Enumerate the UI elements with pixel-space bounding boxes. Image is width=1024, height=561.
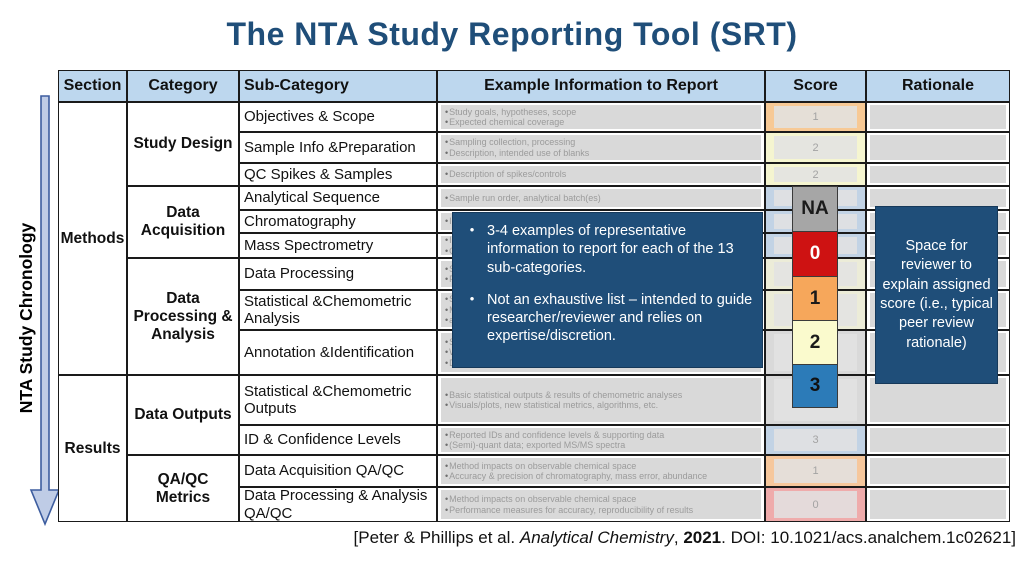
rationale-cell — [866, 425, 1010, 455]
score-legend: NA 0 1 2 3 — [792, 186, 838, 408]
citation: [Peter & Phillips et al. Analytical Chem… — [354, 528, 1016, 548]
header-rationale: Rationale — [866, 70, 1010, 102]
example-cell: •Basic statistical outputs & results of … — [437, 375, 765, 425]
rationale-note-text: Space for reviewer to explain assigned s… — [880, 237, 993, 351]
rationale-cell — [866, 455, 1010, 487]
rationale-inset — [870, 428, 1006, 452]
header-category: Category — [127, 70, 239, 102]
example-inset: •Method impacts on observable chemical s… — [441, 458, 761, 484]
subcategory-cell: Sample Info &Preparation — [239, 132, 437, 163]
note-bullet-text: Not an exhaustive list – intended to gui… — [487, 291, 753, 345]
score-value: 0 — [774, 491, 857, 518]
example-inset: •Description of spikes/controls — [441, 166, 761, 183]
example-inset: •Method impacts on observable chemical s… — [441, 490, 761, 519]
subcategory-cell: Statistical &Chemometric Analysis — [239, 290, 437, 330]
example-inset: •Sampling collection, processing •Descrip… — [441, 135, 761, 160]
legend-score-na: NA — [792, 186, 838, 232]
citation-mid: , — [673, 528, 684, 547]
subcategory-cell: Data Processing & Analysis QA/QC — [239, 487, 437, 522]
header-score: Score — [765, 70, 866, 102]
score-cell: 0 — [765, 487, 866, 522]
page-title: The NTA Study Reporting Tool (SRT) — [226, 16, 798, 52]
score-cell: 2 — [765, 132, 866, 163]
note-bullet: • 3-4 examples of representative informat… — [457, 222, 754, 277]
example-cell: •Method impacts on observable chemical s… — [437, 455, 765, 487]
legend-score-3: 3 — [792, 364, 838, 408]
example-cell: •Description of spikes/controls — [437, 163, 765, 186]
example-cell: •Reported IDs and confidence levels & su… — [437, 425, 765, 455]
category-cell: Study Design — [127, 102, 239, 186]
rationale-inset — [870, 490, 1006, 519]
rationale-inset — [870, 105, 1006, 129]
score-value: 1 — [774, 459, 857, 483]
example-cell: •Method impacts on observable chemical s… — [437, 487, 765, 522]
subcategory-cell: Objectives & Scope — [239, 102, 437, 132]
citation-suffix: . DOI: 10.1021/acs.analchem.1c02621] — [721, 528, 1016, 547]
section-cell: Methods — [58, 102, 127, 375]
legend-score-2: 2 — [792, 320, 838, 365]
header-section: Section — [58, 70, 127, 102]
example-inset: •Basic statistical outputs & results of … — [441, 378, 761, 422]
section-cell: Results — [58, 375, 127, 522]
subcategory-cell: QC Spikes & Samples — [239, 163, 437, 186]
bullet-icon: • — [469, 290, 475, 306]
score-value: 2 — [774, 167, 857, 182]
rationale-inset — [870, 166, 1006, 183]
example-inset: •Study goals, hypotheses, scope •Expected… — [441, 105, 761, 129]
rationale-inset — [870, 378, 1006, 422]
rationale-cell — [866, 132, 1010, 163]
subcategory-cell: Analytical Sequence — [239, 186, 437, 210]
score-cell: 2 — [765, 163, 866, 186]
citation-year: 2021 — [683, 528, 722, 547]
subcategory-cell: ID & Confidence Levels — [239, 425, 437, 455]
note-bullet-text: 3-4 examples of representative informati… — [487, 223, 734, 276]
header-example: Example Information to Report — [437, 70, 765, 102]
category-cell: Data Acquisition — [127, 186, 239, 258]
rationale-cell — [866, 487, 1010, 522]
rationale-inset — [870, 189, 1006, 207]
example-cell: •Sampling collection, processing •Descrip… — [437, 132, 765, 163]
subcategory-cell: Data Processing — [239, 258, 437, 290]
category-cell: Data Outputs — [127, 375, 239, 455]
legend-score-1: 1 — [792, 276, 838, 321]
note-bullet: • Not an exhaustive list – intended to gu… — [457, 291, 754, 346]
header-sub-category: Sub-Category — [239, 70, 437, 102]
example-note-callout: • 3-4 examples of representative informat… — [452, 212, 763, 368]
example-cell: •Sample run order, analytical batch(es) — [437, 186, 765, 210]
score-cell: 3 — [765, 425, 866, 455]
subcategory-cell: Data Acquisition QA/QC — [239, 455, 437, 487]
rationale-inset — [870, 135, 1006, 160]
subcategory-cell: Chromatography — [239, 210, 437, 233]
example-inset: •Sample run order, analytical batch(es) — [441, 189, 761, 207]
chronology-arrow-icon — [29, 95, 61, 527]
category-cell: QA/QC Metrics — [127, 455, 239, 522]
subcategory-cell: Annotation &Identification — [239, 330, 437, 375]
citation-journal: Analytical Chemistry — [519, 528, 674, 547]
rationale-inset — [870, 458, 1006, 484]
subcategory-cell: Mass Spectrometry — [239, 233, 437, 258]
citation-prefix: [Peter & Phillips et al. — [353, 528, 520, 547]
subcategory-cell: Statistical &Chemometric Outputs — [239, 375, 437, 425]
rationale-note-callout: Space for reviewer to explain assigned s… — [875, 206, 998, 384]
score-value: 3 — [774, 429, 857, 451]
example-inset: •Reported IDs and confidence levels & su… — [441, 428, 761, 452]
legend-score-0: 0 — [792, 231, 838, 277]
category-cell: Data Processing & Analysis — [127, 258, 239, 375]
score-value: 1 — [774, 106, 857, 128]
rationale-cell — [866, 163, 1010, 186]
score-cell: 1 — [765, 455, 866, 487]
rationale-cell — [866, 102, 1010, 132]
bullet-icon: • — [469, 222, 475, 237]
score-value: 2 — [774, 136, 857, 159]
example-cell: •Study goals, hypotheses, scope •Expected… — [437, 102, 765, 132]
score-cell: 1 — [765, 102, 866, 132]
